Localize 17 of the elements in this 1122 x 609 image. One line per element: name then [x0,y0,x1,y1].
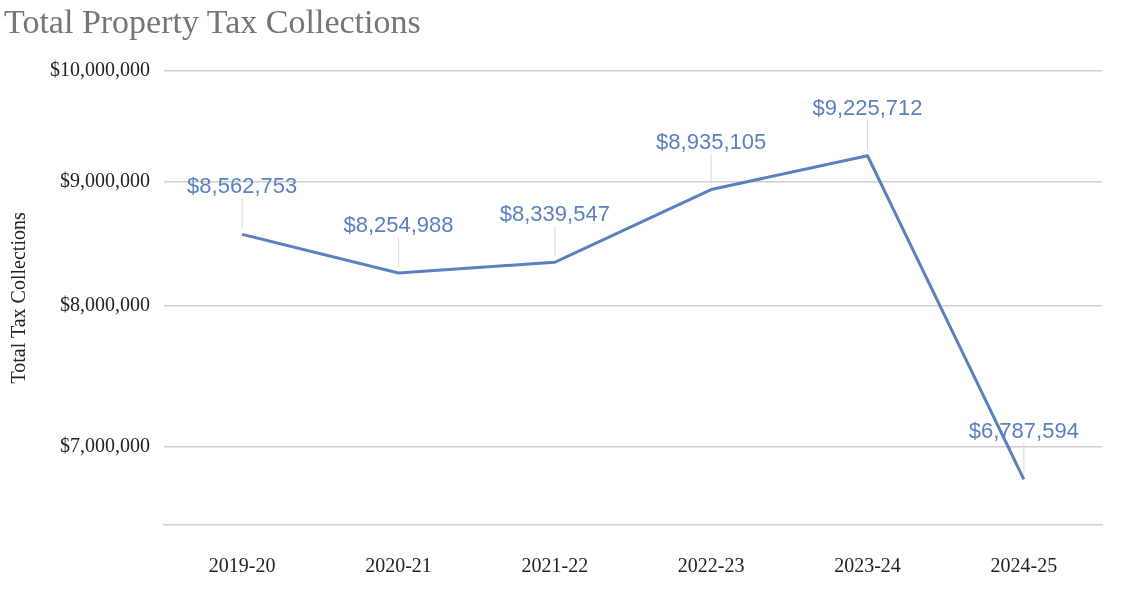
y-tick-label: $10,000,000 [50,58,150,81]
y-axis-title: Total Tax Collections [7,212,30,384]
x-tick-label: 2021-22 [521,554,589,577]
x-tick-label: 2020-21 [365,554,432,577]
data-label: $9,225,712 [812,94,923,120]
data-label: $8,339,547 [499,201,610,227]
chart-title: Total Property Tax Collections [4,3,421,41]
x-tick-label: 2024-25 [990,554,1058,577]
y-tick-label: $8,000,000 [60,293,150,316]
y-tick-label: $7,000,000 [60,434,150,457]
x-tick-label: 2019-20 [208,554,276,577]
y-tick-label: $9,000,000 [60,169,150,192]
x-tick-label: 2023-24 [834,554,901,577]
data-label: $8,935,105 [656,128,767,154]
x-tick-label: 2022-23 [677,554,745,577]
data-label: $8,254,988 [343,212,454,238]
data-label: $8,562,753 [187,173,298,199]
